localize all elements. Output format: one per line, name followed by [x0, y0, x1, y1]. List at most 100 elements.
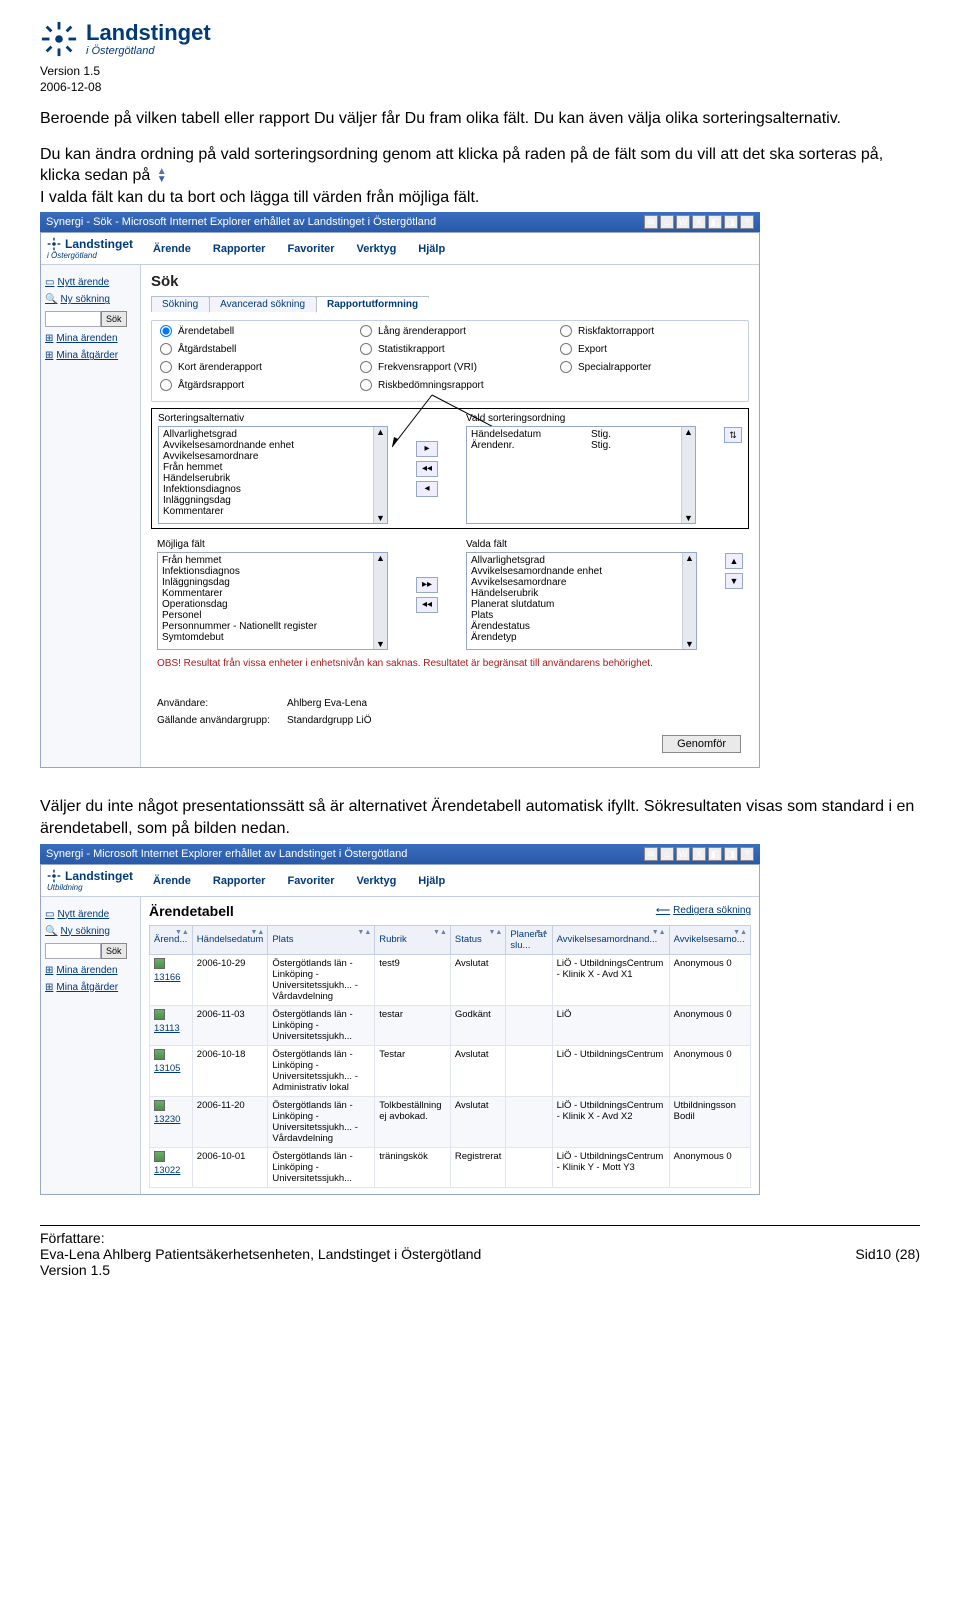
column-header[interactable]: Planerat slu...▼▲ [506, 925, 552, 954]
remove-one-button[interactable]: ◂ [416, 481, 438, 497]
list-item[interactable]: Kommentarer [163, 506, 383, 517]
menu-item[interactable]: Ärende [153, 875, 191, 890]
list-item[interactable]: Ärendetyp [471, 632, 692, 643]
move-down-button[interactable]: ▼ [725, 573, 743, 589]
radio-option[interactable]: Lång ärenderapport [360, 325, 540, 337]
column-header[interactable]: Ärend...▼▲ [150, 925, 193, 954]
radio-input[interactable] [160, 361, 172, 373]
radio-option[interactable]: Kort ärenderapport [160, 361, 340, 373]
radio-option[interactable]: Åtgärdstabell [160, 343, 340, 355]
radio-input[interactable] [360, 379, 372, 391]
radio-option[interactable]: Åtgärdsrapport [160, 379, 340, 391]
valda-falt-list[interactable]: AllvarlighetsgradAvvikelsesamordnande en… [466, 552, 697, 650]
radio-input[interactable] [560, 343, 572, 355]
radio-input[interactable] [560, 361, 572, 373]
sidebar-nytt-arende[interactable]: ▭Nytt ärende [45, 277, 136, 288]
column-header[interactable]: Händelsedatum▼▲ [192, 925, 268, 954]
add-button[interactable]: ▸ [416, 441, 438, 457]
sidebar-mina-arenden[interactable]: ⊞Mina ärenden [45, 965, 136, 976]
column-header[interactable]: Avvikelsesamordnand...▼▲ [552, 925, 669, 954]
sidebar-ny-sokning[interactable]: 🔍Ny sökning [45, 294, 136, 305]
list-item[interactable]: Inläggningsdag [162, 577, 383, 588]
list-item[interactable]: Ärendenr.Stig. [471, 440, 691, 451]
menu-item[interactable]: Rapporter [213, 875, 266, 890]
column-header[interactable]: Status▼▲ [450, 925, 505, 954]
scrollbar[interactable]: ▲▼ [373, 553, 387, 649]
tab-sökning[interactable]: Sökning [151, 296, 209, 312]
move-up-button[interactable]: ▲ [725, 553, 743, 569]
sidebar-mina-atgarder[interactable]: ⊞Mina åtgärder [45, 982, 136, 993]
list-item[interactable]: Händelserubrik [471, 588, 692, 599]
sidebar-mina-arenden[interactable]: ⊞Mina ärenden [45, 333, 136, 344]
radio-option[interactable]: Frekvensrapport (VRI) [360, 361, 540, 373]
list-item[interactable]: Avvikelsesamordnare [163, 451, 383, 462]
scrollbar[interactable]: ▲▼ [373, 427, 387, 523]
move-up-button[interactable]: ⇅ [724, 427, 742, 443]
list-item[interactable]: Avvikelsesamordnare [471, 577, 692, 588]
add-field-button[interactable]: ▸▸ [416, 577, 438, 593]
menu-item[interactable]: Rapporter [213, 243, 266, 258]
radio-option[interactable]: Riskfaktorrapport [560, 325, 740, 337]
sidebar-sok-button[interactable]: Sök [101, 311, 127, 327]
arende-id-link[interactable]: 13022 [154, 1165, 180, 1176]
remove-field-button[interactable]: ◂◂ [416, 597, 438, 613]
radio-option[interactable]: Export [560, 343, 740, 355]
radio-option[interactable]: Statistikrapport [360, 343, 540, 355]
radio-input[interactable] [560, 325, 572, 337]
list-item[interactable]: Personnummer - Nationellt register [162, 621, 383, 632]
sidebar-ny-sokning[interactable]: 🔍Ny sökning [45, 926, 136, 937]
mojliga-falt-list[interactable]: Från hemmetInfektionsdiagnosInläggningsd… [157, 552, 388, 650]
sidebar-sok-button[interactable]: Sök [101, 943, 127, 959]
list-item[interactable]: Händelserubrik [163, 473, 383, 484]
arende-id-link[interactable]: 13113 [154, 1023, 180, 1034]
list-item[interactable]: Från hemmet [162, 555, 383, 566]
menu-item[interactable]: Verktyg [357, 875, 397, 890]
list-item[interactable]: Inläggningsdag [163, 495, 383, 506]
list-item[interactable]: Operationsdag [162, 599, 383, 610]
vald-sort-list[interactable]: HändelsedatumStig.Ärendenr.Stig.▲▼ [466, 426, 696, 524]
menu-item[interactable]: Verktyg [357, 243, 397, 258]
list-item[interactable]: Allvarlighetsgrad [163, 429, 383, 440]
sort-alternatives-list[interactable]: AllvarlighetsgradAvvikelsesamordnande en… [158, 426, 388, 524]
radio-input[interactable] [360, 361, 372, 373]
list-item[interactable]: Allvarlighetsgrad [471, 555, 692, 566]
list-item[interactable]: Personel [162, 610, 383, 621]
list-item[interactable]: Symtomdebut [162, 632, 383, 643]
list-item[interactable]: Plats [471, 610, 692, 621]
radio-input[interactable] [360, 343, 372, 355]
sidebar-nytt-arende[interactable]: ▭Nytt ärende [45, 909, 136, 920]
sidebar-search-input[interactable] [45, 943, 101, 959]
list-item[interactable]: Ärendestatus [471, 621, 692, 632]
menu-item[interactable]: Favoriter [287, 875, 334, 890]
menu-item[interactable]: Ärende [153, 243, 191, 258]
list-item[interactable]: Avvikelsesamordnande enhet [163, 440, 383, 451]
list-item[interactable]: Kommentarer [162, 588, 383, 599]
scrollbar[interactable]: ▲▼ [681, 427, 695, 523]
radio-input[interactable] [160, 343, 172, 355]
column-header[interactable]: Plats▼▲ [268, 925, 375, 954]
radio-option[interactable]: Riskbedömningsrapport [360, 379, 540, 391]
radio-input[interactable] [160, 379, 172, 391]
radio-input[interactable] [160, 325, 172, 337]
redigera-sokning-link[interactable]: ⟵Redigera sökning [656, 905, 751, 916]
arende-id-link[interactable]: 13230 [154, 1114, 180, 1125]
menu-item[interactable]: Hjälp [418, 875, 445, 890]
radio-option[interactable]: Ärendetabell [160, 325, 340, 337]
menu-item[interactable]: Favoriter [287, 243, 334, 258]
list-item[interactable]: HändelsedatumStig. [471, 429, 691, 440]
list-item[interactable]: Infektionsdiagnos [162, 566, 383, 577]
remove-button[interactable]: ◂◂ [416, 461, 438, 477]
tab-rapportutformning[interactable]: Rapportutformning [316, 296, 429, 312]
scrollbar[interactable]: ▲▼ [682, 553, 696, 649]
tab-avancerad-sökning[interactable]: Avancerad sökning [209, 296, 316, 312]
menu-item[interactable]: Hjälp [418, 243, 445, 258]
sidebar-mina-atgarder[interactable]: ⊞Mina åtgärder [45, 350, 136, 361]
radio-input[interactable] [360, 325, 372, 337]
column-header[interactable]: Avvikelsesamo...▼▲ [669, 925, 750, 954]
list-item[interactable]: Planerat slutdatum [471, 599, 692, 610]
arende-id-link[interactable]: 13166 [154, 972, 180, 983]
radio-option[interactable]: Specialrapporter [560, 361, 740, 373]
arende-id-link[interactable]: 13105 [154, 1063, 180, 1074]
list-item[interactable]: Infektionsdiagnos [163, 484, 383, 495]
genomfor-button[interactable]: Genomför [662, 735, 741, 753]
